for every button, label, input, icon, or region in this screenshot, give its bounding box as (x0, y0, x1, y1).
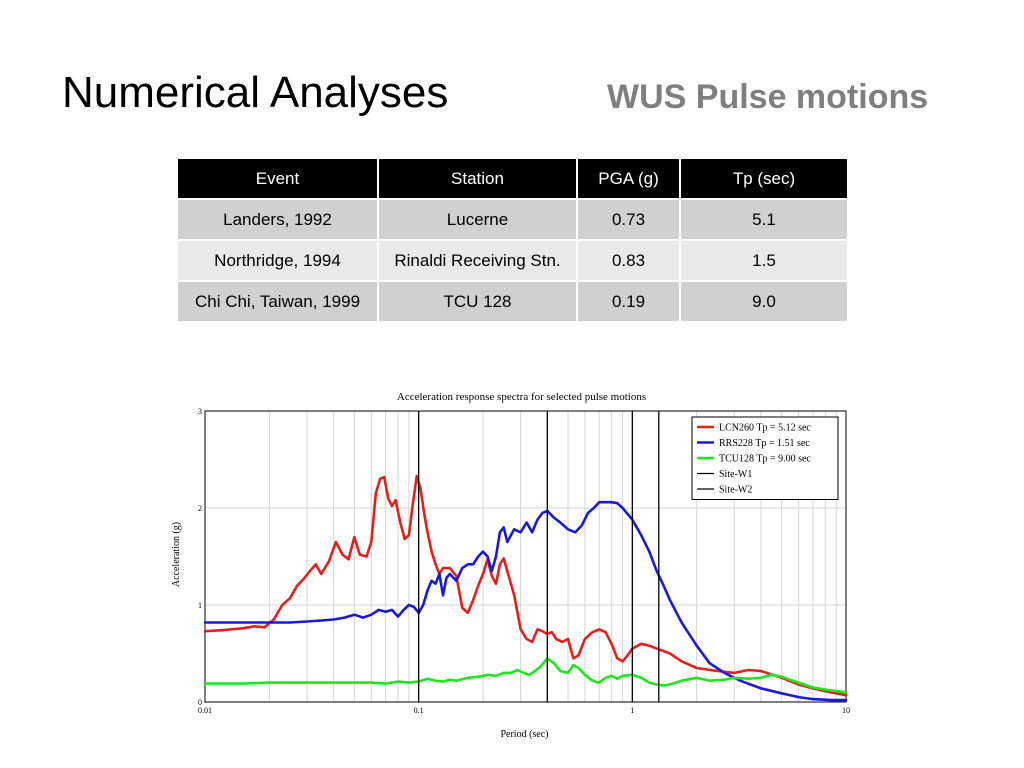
cell-station: Lucerne (377, 198, 578, 241)
legend-label: TCU128 Tp = 9.00 sec (719, 454, 811, 465)
table-header-row: Event Station PGA (g) Tp (sec) (176, 157, 849, 200)
cell-event: Chi Chi, Taiwan, 1999 (176, 280, 379, 323)
cell-pga: 0.83 (576, 239, 681, 282)
y-axis-label: Acceleration (g) (171, 522, 182, 587)
legend-label: Site-W2 (719, 485, 752, 496)
cell-tp: 1.5 (679, 239, 849, 282)
header-tp: Tp (sec) (679, 157, 849, 200)
x-tick-label: 0.1 (414, 706, 424, 715)
series-line-2 (203, 657, 848, 694)
header-station: Station (377, 157, 578, 200)
slide-subtitle: WUS Pulse motions (607, 78, 929, 116)
x-tick-label: 0.01 (198, 706, 212, 715)
slide-title: Numerical Analyses (62, 68, 449, 117)
header-event: Event (176, 157, 379, 200)
legend-box (691, 416, 839, 500)
pulse-motions-table: Event Station PGA (g) Tp (sec) Landers, … (176, 157, 849, 323)
table-row: Chi Chi, Taiwan, 1999 TCU 128 0.19 9.0 (176, 280, 849, 323)
y-tick-label: 1 (198, 601, 202, 610)
y-tick-label: 0 (198, 698, 202, 707)
legend-label: Site-W1 (719, 469, 752, 480)
y-tick-label: 2 (198, 504, 202, 513)
legend-label: RRS228 Tp = 1.51 sec (719, 438, 810, 449)
x-tick-label: 10 (842, 706, 850, 715)
table-row: Northridge, 1994 Rinaldi Receiving Stn. … (176, 239, 849, 282)
cell-event: Northridge, 1994 (176, 239, 379, 282)
table-row: Landers, 1992 Lucerne 0.73 5.1 (176, 198, 849, 241)
cell-event: Landers, 1992 (176, 198, 379, 241)
header-pga: PGA (g) (576, 157, 681, 200)
plot-frame (204, 410, 847, 703)
cell-tp: 9.0 (679, 280, 849, 323)
cell-pga: 0.19 (576, 280, 681, 323)
legend-label: LCN260 Tp = 5.12 sec (719, 423, 811, 434)
chart-title: Acceleration response spectra for select… (397, 391, 646, 403)
cell-tp: 5.1 (679, 198, 849, 241)
x-axis-label: Period (sec) (500, 729, 548, 740)
series-line-0 (203, 474, 848, 697)
x-tick-label: 1 (630, 706, 634, 715)
y-tick-label: 3 (198, 407, 202, 416)
series-line-1 (203, 500, 848, 702)
cell-station: TCU 128 (377, 280, 578, 323)
cell-pga: 0.73 (576, 198, 681, 241)
cell-station: Rinaldi Receiving Stn. (377, 239, 578, 282)
